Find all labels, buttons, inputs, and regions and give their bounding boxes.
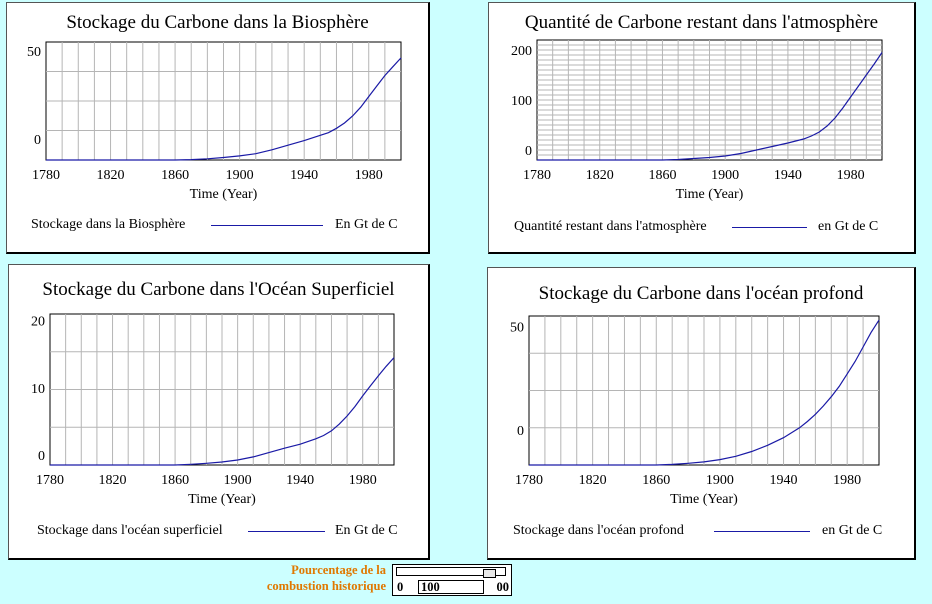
x-tick-label: 1900	[706, 473, 734, 488]
combustion-label-line2: combustion historique	[266, 579, 386, 593]
legend-line	[732, 227, 807, 228]
x-tick-label: 1940	[286, 473, 314, 488]
chart-title: Stockage du Carbone dans l'océan profond	[538, 283, 864, 304]
x-axis-label: Time (Year)	[190, 187, 258, 202]
x-tick-label: 1780	[36, 473, 64, 488]
y-tick-label: 0	[525, 144, 532, 159]
x-tick-label: 1900	[226, 168, 254, 183]
x-tick-label: 1820	[579, 473, 607, 488]
legend-unit: En Gt de C	[335, 217, 398, 232]
x-tick-label: 1860	[642, 473, 670, 488]
x-tick-label: 1820	[99, 473, 127, 488]
x-axis-label: Time (Year)	[670, 492, 738, 507]
x-axis-label: Time (Year)	[676, 187, 744, 202]
chart-title: Stockage du Carbone dans la Biosphère	[66, 12, 369, 33]
series-line	[529, 319, 880, 466]
x-tick-label: 1980	[349, 473, 377, 488]
y-tick-label: 0	[34, 133, 41, 148]
legend-line	[248, 531, 325, 532]
legend-unit: En Gt de C	[335, 523, 398, 538]
x-tick-label: 1780	[523, 168, 551, 183]
slider-max-value: 00	[496, 580, 510, 594]
legend-line	[211, 225, 323, 226]
legend-label: Stockage dans l'océan superficiel	[37, 523, 223, 538]
y-tick-label: 200	[511, 44, 532, 59]
slider-min-value: 0	[397, 580, 404, 594]
x-tick-label: 1820	[97, 168, 125, 183]
legend-label: Quantité restant dans l'atmosphère	[514, 219, 707, 234]
chart-plot: 1780 1820 1860 1900 1940 1980 0 50 Time (Year)	[27, 41, 402, 202]
x-axis-label: Time (Year)	[188, 492, 256, 507]
chart-panel-ocean-profond: Stockage du Carbone dans l'océan profond…	[487, 267, 916, 560]
y-tick-label: 100	[511, 94, 532, 109]
chart-plot: 1780 1820 1860 1900 1940 1980 0 50 Time (Year)	[510, 315, 880, 507]
y-tick-label: 50	[27, 45, 41, 60]
x-tick-label: 1900	[711, 168, 739, 183]
y-tick-label: 20	[31, 315, 45, 330]
chart-panel-biosphere: Stockage du Carbone dans la Biosphère 17…	[6, 2, 430, 254]
chart-plot: 1780 1820 1860 1900 1940 1980 0 100 200 Time (Yea…	[511, 39, 883, 202]
series-line	[50, 357, 395, 466]
combustion-slider-label: Pourcentage de la combustion historique	[236, 562, 386, 594]
series-line	[537, 52, 883, 161]
legend-line	[714, 531, 810, 532]
combustion-slider-control: 0 100 00	[392, 564, 512, 596]
y-tick-label: 0	[38, 449, 45, 464]
x-tick-label: 1860	[161, 168, 189, 183]
x-tick-label: 1860	[161, 473, 189, 488]
chart-plot: 1780 1820 1860 1900 1940 1980 0 10 20 Time (Year)	[31, 313, 395, 507]
x-tick-label: 1940	[290, 168, 318, 183]
x-tick-label: 1780	[515, 473, 543, 488]
chart-panel-atmosphere: Quantité de Carbone restant dans l'atmos…	[488, 2, 916, 254]
x-tick-label: 1940	[774, 168, 802, 183]
y-tick-label: 10	[31, 382, 45, 397]
combustion-label-line1: Pourcentage de la	[291, 563, 386, 577]
legend-unit: en Gt de C	[818, 219, 879, 234]
y-tick-label: 50	[510, 320, 524, 335]
legend-label: Stockage dans la Biosphère	[31, 217, 186, 232]
x-tick-label: 1980	[355, 168, 383, 183]
legend-label: Stockage dans l'océan profond	[513, 523, 684, 538]
chart-panel-ocean-superficiel: Stockage du Carbone dans l'Océan Superfi…	[8, 264, 430, 560]
series-line	[46, 57, 402, 161]
x-tick-label: 1980	[837, 168, 865, 183]
chart-title: Quantité de Carbone restant dans l'atmos…	[524, 12, 879, 33]
x-tick-label: 1980	[833, 473, 861, 488]
x-tick-label: 1860	[648, 168, 676, 183]
x-tick-label: 1900	[224, 473, 252, 488]
combustion-value-input[interactable]: 100	[418, 580, 484, 594]
x-tick-label: 1940	[770, 473, 798, 488]
chart-title: Stockage du Carbone dans l'Océan Superfi…	[42, 279, 395, 300]
x-tick-label: 1820	[586, 168, 614, 183]
combustion-slider-thumb[interactable]	[483, 569, 496, 578]
y-tick-label: 0	[517, 424, 524, 439]
legend-unit: en Gt de C	[822, 523, 883, 538]
combustion-slider-track[interactable]	[396, 567, 506, 578]
x-tick-label: 1780	[32, 168, 60, 183]
